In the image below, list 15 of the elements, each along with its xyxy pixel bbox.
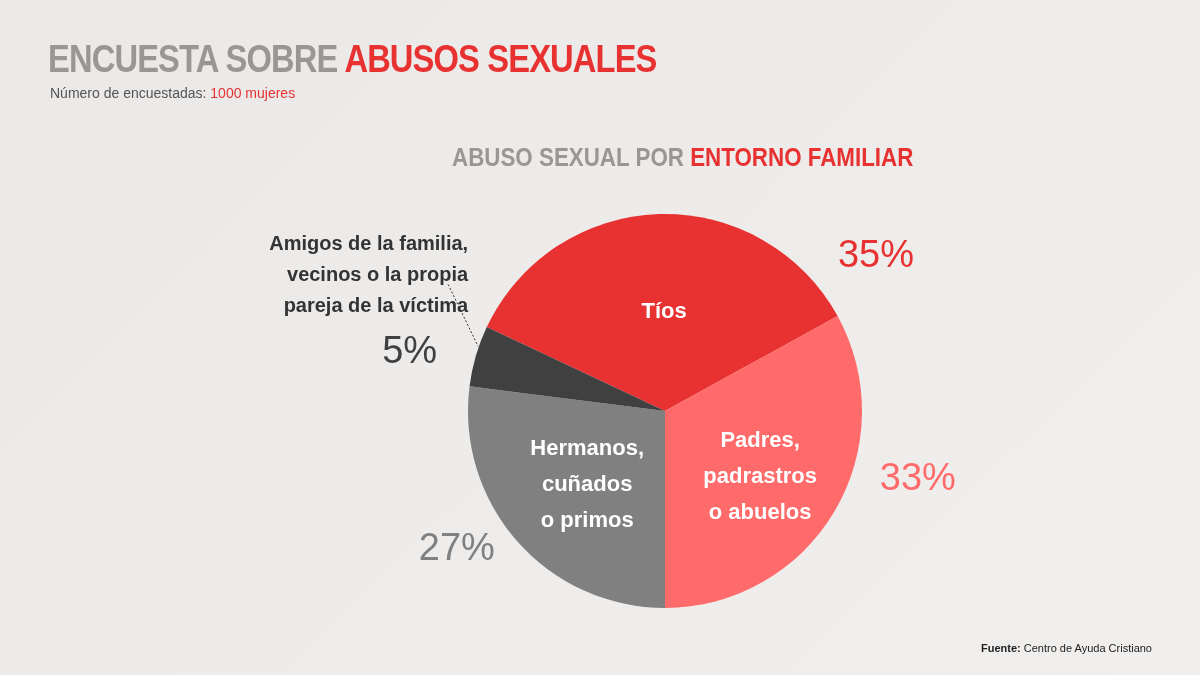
slice-label: Hermanos, cuñados o primos bbox=[530, 435, 645, 533]
chart-title: ENCUESTA SOBRE ABUSOS SEXUALES bbox=[48, 38, 657, 80]
pie-slice bbox=[486, 214, 838, 411]
data-label: 27% bbox=[418, 526, 495, 569]
data-label: 33% bbox=[879, 456, 956, 499]
pie-slice bbox=[665, 316, 862, 608]
source-note: Fuente: Centro de Ayuda Cristiano bbox=[981, 642, 1152, 654]
pie-slice bbox=[469, 327, 665, 411]
slice-label: Tíos bbox=[641, 298, 687, 323]
slice-label: Padres, padrastros o abuelos bbox=[703, 426, 818, 524]
data-label: 35% bbox=[837, 232, 915, 275]
text: ABUSO SEXUAL POR ENTORNO FAMILIAR bbox=[452, 142, 914, 172]
slice-label: Amigos de la familia, vecinos o la propia pareja de la víctima bbox=[269, 232, 470, 317]
data-label: 5% bbox=[382, 329, 438, 372]
chart-subtitle: Número de encuestadas: 1000 mujeres bbox=[50, 85, 296, 101]
